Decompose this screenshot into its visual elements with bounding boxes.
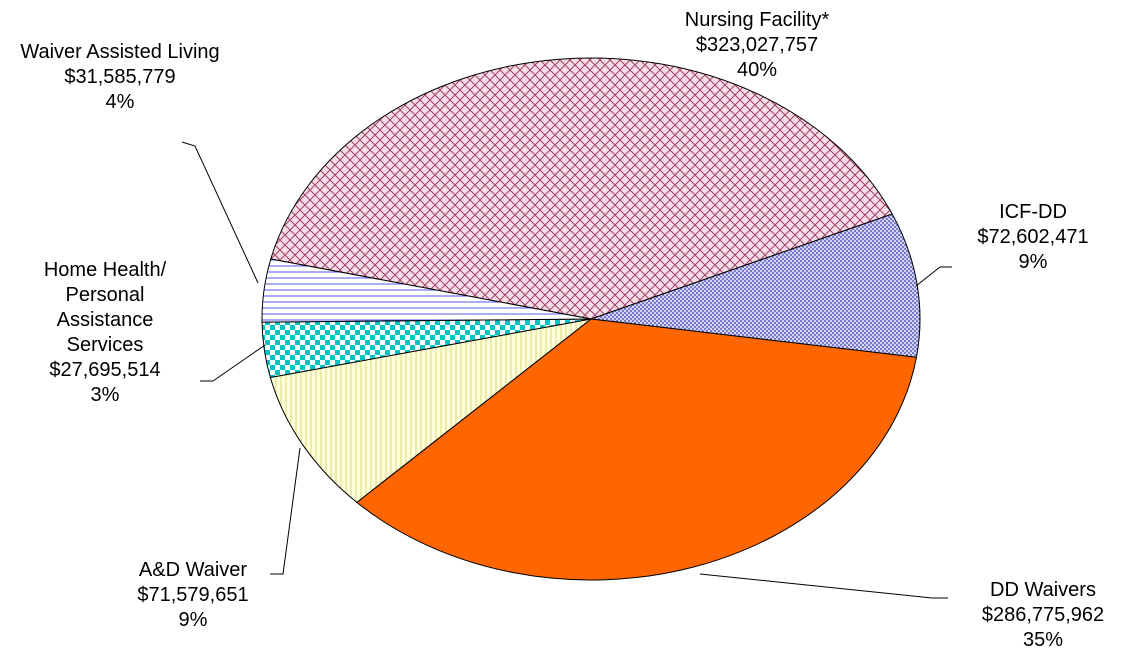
leader-line	[270, 447, 301, 575]
leader-line	[915, 266, 952, 287]
category-label: Home Health/ Personal Assistance Service…	[43, 259, 167, 356]
value-label: $31,585,779	[64, 66, 176, 88]
slice-label: Nursing Facility* $323,027,757 40%	[685, 8, 829, 83]
slice-label: Home Health/ Personal Assistance Service…	[44, 258, 166, 408]
pie-slice	[261, 258, 592, 323]
category-label: Waiver Assisted Living	[20, 41, 220, 63]
value-label: $71,579,651	[137, 584, 249, 606]
category-label: DD Waivers	[990, 579, 1096, 601]
pie-slice	[269, 318, 592, 503]
percent-label: 9%	[1018, 251, 1048, 273]
percent-label: 3%	[90, 384, 120, 406]
category-label: Nursing Facility*	[684, 9, 830, 31]
percent-label: 40%	[736, 59, 778, 81]
value-label: $286,775,962	[981, 604, 1105, 626]
category-label: ICF-DD	[999, 201, 1067, 223]
value-label: $323,027,757	[695, 34, 819, 56]
percent-label: 4%	[105, 91, 135, 113]
leader-lines	[181, 141, 952, 599]
percent-label: 35%	[1022, 629, 1064, 651]
pie-slice	[590, 213, 921, 358]
slice-label: DD Waivers $286,775,962 35%	[982, 578, 1104, 653]
category-label: A&D Waiver	[138, 559, 248, 581]
leader-line	[699, 573, 948, 599]
percent-label: 9%	[178, 609, 208, 631]
pie-slice	[356, 318, 918, 581]
pie-slice	[270, 57, 893, 320]
leader-line	[200, 344, 266, 382]
slice-label: Waiver Assisted Living $31,585,779 4%	[20, 40, 219, 115]
slice-label: A&D Waiver $71,579,651 9%	[137, 558, 248, 633]
value-label: $72,602,471	[977, 226, 1089, 248]
pie	[261, 57, 921, 581]
value-label: $27,695,514	[49, 359, 161, 381]
leader-line	[181, 141, 259, 284]
slice-label: ICF-DD $72,602,471 9%	[977, 200, 1088, 275]
